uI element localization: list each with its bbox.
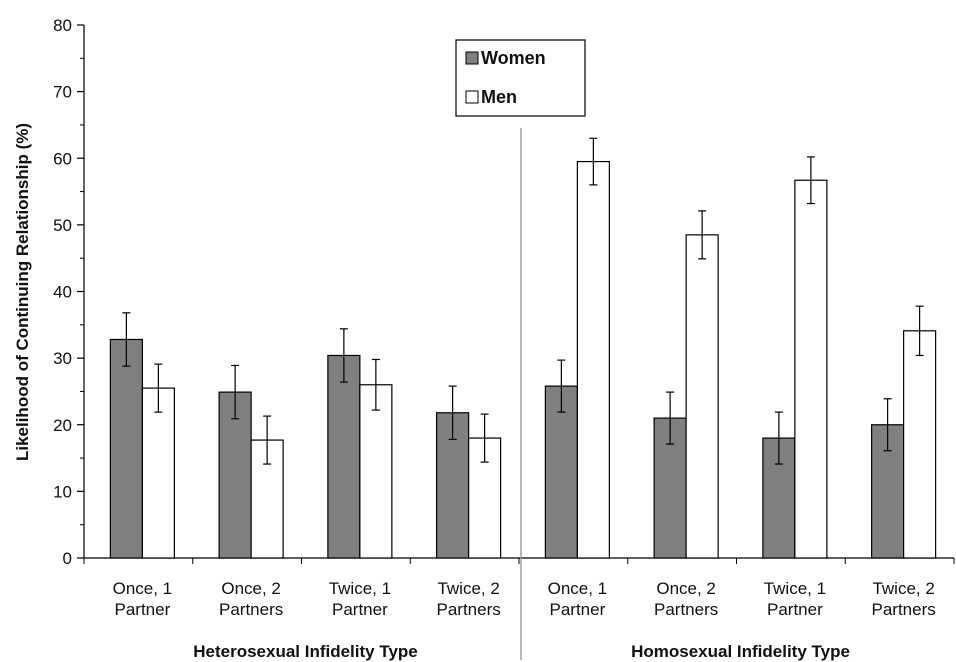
x-category-label: Twice, 2 <box>437 579 499 598</box>
x-category-label: Partner <box>115 600 171 619</box>
x-group-label: Homosexual Infidelity Type <box>631 642 850 661</box>
bar-men <box>359 384 393 559</box>
bar-women <box>327 354 361 559</box>
legend: Women Men <box>455 39 586 117</box>
x-category-label: Once, 1 <box>548 579 608 598</box>
legend-swatch-women <box>465 51 479 65</box>
x-category-label: Partner <box>332 600 388 619</box>
bar-women <box>544 385 578 559</box>
legend-label-men: Men <box>481 87 517 107</box>
y-tick-label: 70 <box>53 83 72 102</box>
y-tick-label: 80 <box>53 16 72 35</box>
y-tick-label: 60 <box>53 149 72 168</box>
y-tick-label: 50 <box>53 216 72 235</box>
y-tick-label: 10 <box>53 482 72 501</box>
y-tick-label: 0 <box>63 549 72 568</box>
y-axis-label: Likelihood of Continuing Relationship (%… <box>13 123 32 461</box>
x-category-label: Twice, 2 <box>872 579 934 598</box>
x-category-label: Partners <box>872 600 936 619</box>
bar-men <box>794 179 828 559</box>
bar-women <box>109 338 143 559</box>
x-category-label: Partner <box>767 600 823 619</box>
bar-men <box>903 330 937 559</box>
bar-women <box>218 391 252 559</box>
x-category-label: Once, 1 <box>113 579 173 598</box>
x-category-label: Twice, 1 <box>329 579 391 598</box>
legend-label-women: Women <box>481 48 546 68</box>
y-tick-label: 30 <box>53 349 72 368</box>
y-tick-label: 40 <box>53 283 72 302</box>
x-category-label: Partners <box>654 600 718 619</box>
x-category-label: Partner <box>550 600 606 619</box>
x-category-label: Partners <box>219 600 283 619</box>
x-category-label: Partners <box>437 600 501 619</box>
y-tick-label: 20 <box>53 416 72 435</box>
bar-men <box>685 234 719 559</box>
bar-men <box>141 387 175 559</box>
bar-layer <box>109 137 937 559</box>
legend-swatch-men <box>465 90 479 104</box>
x-category-label: Once, 2 <box>656 579 716 598</box>
label-layer: 0 10 20 30 40 50 60 70 80 Once, 1 Partner Once, 2 Pa… <box>53 16 936 661</box>
x-category-label: Once, 2 <box>221 579 281 598</box>
x-group-label: Heterosexual Infidelity Type <box>193 642 418 661</box>
x-category-label: Twice, 1 <box>764 579 826 598</box>
bar-men <box>576 160 610 559</box>
